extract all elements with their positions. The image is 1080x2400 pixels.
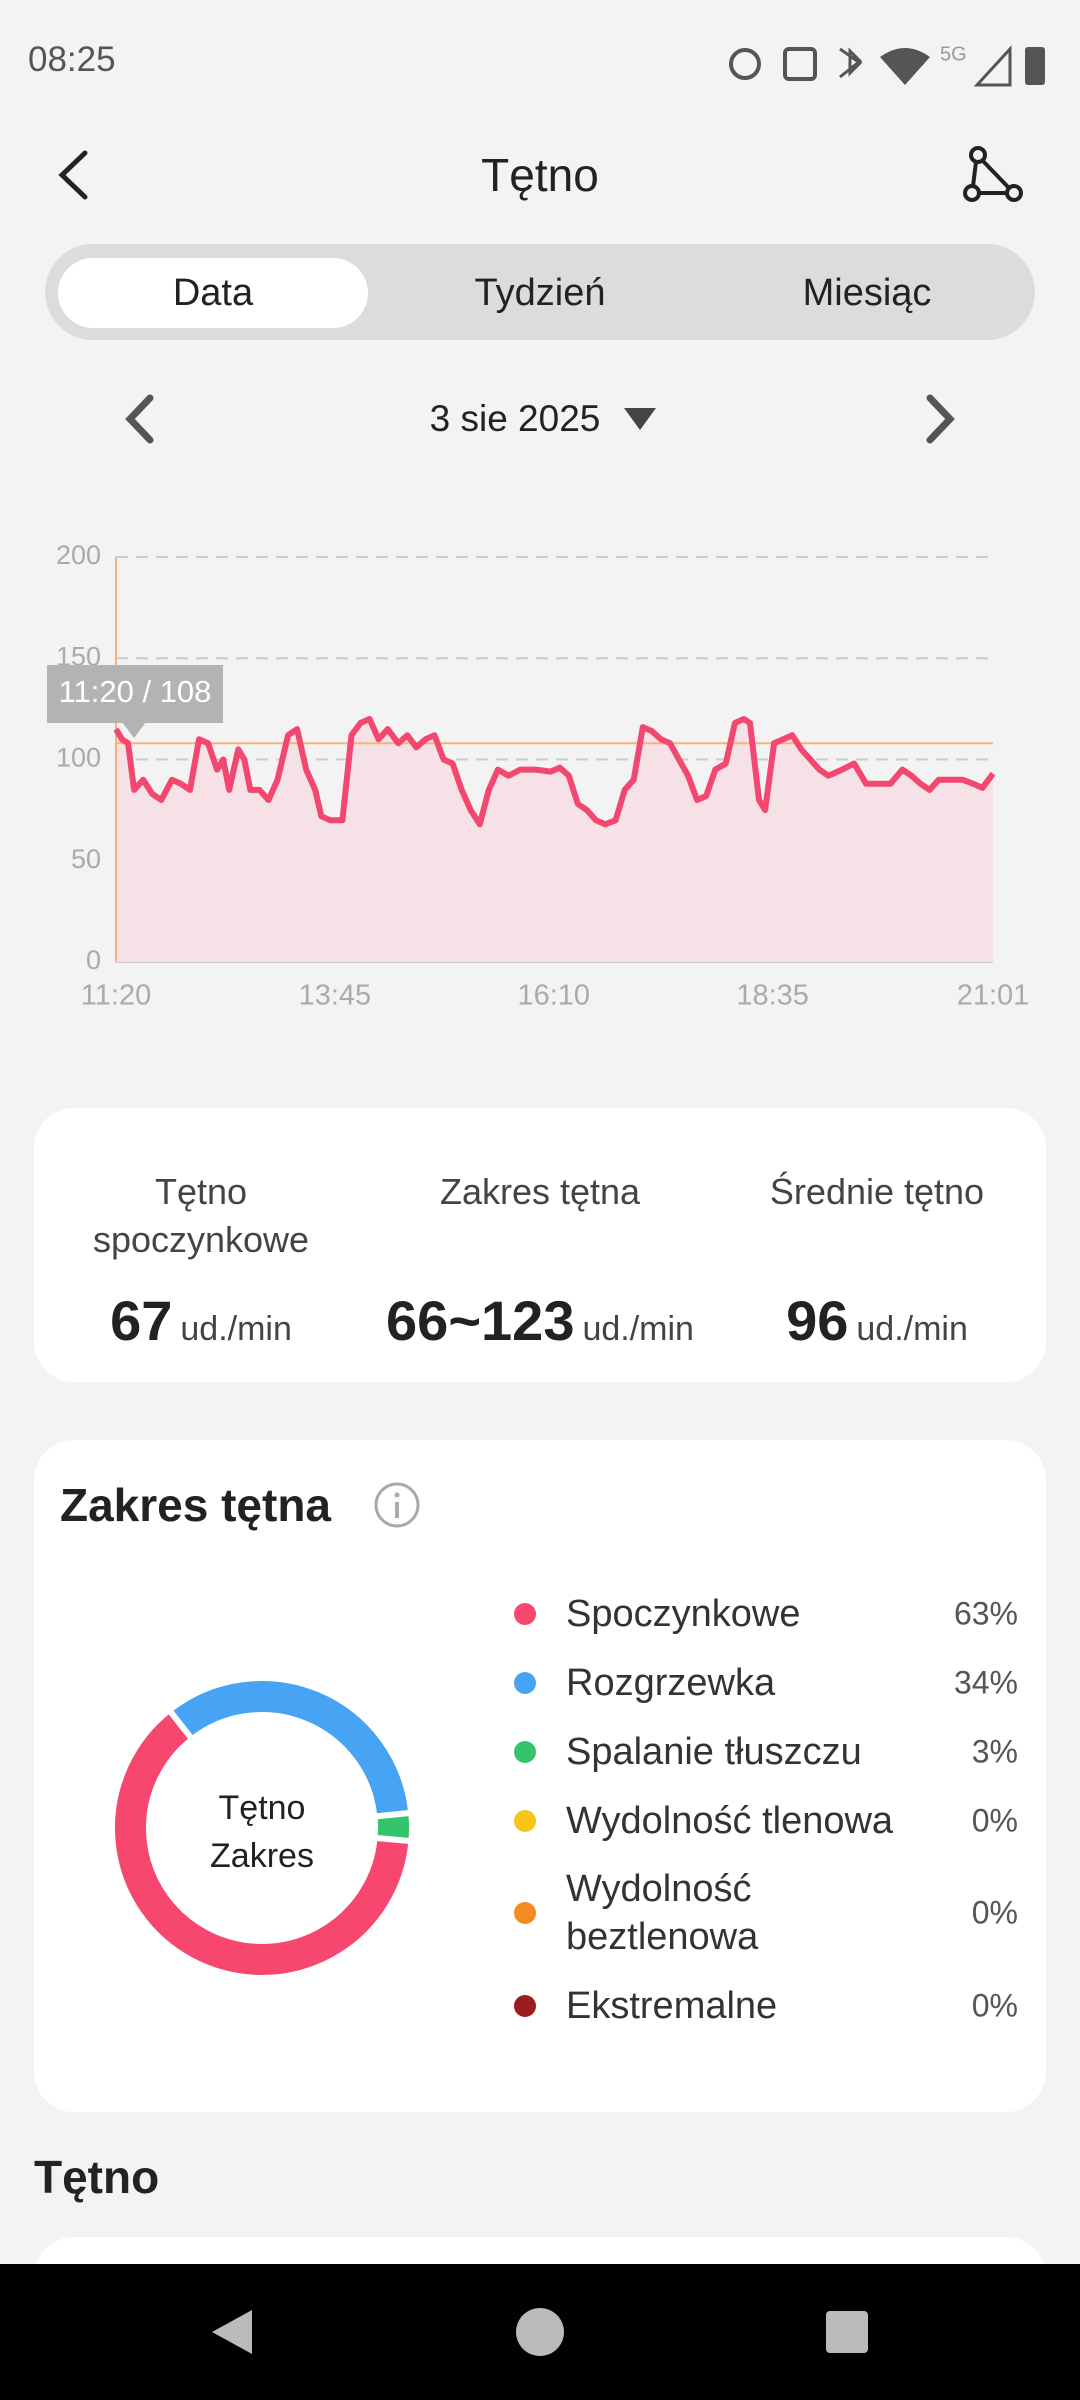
x-tick-label: 16:10	[517, 980, 590, 1012]
status-time: 08:25	[28, 40, 116, 79]
nav-home[interactable]	[516, 2308, 564, 2356]
tooltip-text: 11:20 / 108	[59, 674, 212, 709]
tab[interactable]: Miesiąc	[802, 272, 932, 314]
legend-dot	[514, 1603, 536, 1625]
stat-value: 66~123	[386, 1289, 575, 1352]
legend-label: Wydolność beztlenowa	[566, 1868, 759, 1958]
donut-segment	[371, 1809, 415, 1845]
section-title: Tętno	[34, 2151, 160, 2203]
stat-value: 67	[110, 1289, 173, 1352]
stat-unit: ud./min	[856, 1310, 968, 1348]
stat-label: Zakres tętna	[439, 1171, 641, 1212]
legend-label: Spoczynkowe	[566, 1593, 801, 1635]
zone-title: Zakres tętna	[60, 1479, 332, 1531]
legend-dot	[514, 1995, 536, 2017]
legend-value: 34%	[953, 1664, 1018, 1701]
legend-dot	[514, 1810, 536, 1832]
legend-value: 0%	[971, 1987, 1018, 2024]
stat-label: Średnie tętno	[769, 1171, 985, 1212]
legend-value: 3%	[971, 1733, 1018, 1770]
legend-value: 63%	[953, 1595, 1018, 1632]
nav-back[interactable]	[212, 2310, 252, 2354]
next-day[interactable]	[920, 392, 960, 446]
stat-unit: ud./min	[582, 1310, 694, 1348]
stat-label: Tętno spoczynkowe	[92, 1171, 310, 1260]
tab[interactable]: Data	[58, 258, 368, 328]
tooltip-pointer	[122, 722, 146, 738]
route-button[interactable]	[960, 145, 1026, 205]
legend-label: Rozgrzewka	[566, 1662, 776, 1704]
donut-center-label: Tętno Zakres	[210, 1789, 314, 1875]
nav-buttons	[212, 2308, 868, 2356]
y-tick-label: 0	[86, 945, 101, 975]
x-tick-label: 18:35	[736, 980, 809, 1012]
network-label: 5G	[940, 43, 967, 65]
tooltip-box	[47, 665, 223, 723]
date-label[interactable]: 3 sie 2025	[429, 398, 601, 439]
stat-value-row: 67 ud./min	[0, 1288, 421, 1353]
stats-card	[34, 1108, 1046, 1382]
back-button[interactable]	[50, 145, 100, 205]
y-tick-label: 200	[56, 540, 101, 570]
legend-value: 0%	[971, 1802, 1018, 1839]
y-tick-label: 100	[56, 743, 101, 773]
stat-value-row: 66~123 ud./min	[320, 1288, 760, 1353]
zone-donut	[109, 1675, 415, 1981]
stat-value-row: 96 ud./min	[657, 1288, 1080, 1353]
line	[113, 716, 996, 828]
x-tick-label: 11:20	[81, 980, 151, 1012]
prev-day[interactable]	[120, 392, 160, 446]
tab[interactable]: Tydzień	[474, 272, 606, 314]
x-tick-label: 21:01	[957, 980, 1030, 1012]
legend-label: Wydolność tlenowa	[566, 1800, 894, 1842]
area	[116, 719, 993, 962]
legend-label: Ekstremalne	[566, 1985, 778, 2027]
page-title: Tętno	[481, 149, 599, 201]
status-icons: 5G	[729, 43, 1045, 87]
legend-dot	[514, 1902, 536, 1924]
stat-unit: ud./min	[180, 1310, 292, 1348]
legend-value: 0%	[971, 1894, 1018, 1931]
stat-value: 96	[786, 1289, 849, 1352]
legend-dot	[514, 1672, 536, 1694]
nav-recents[interactable]	[826, 2311, 868, 2353]
info-icon[interactable]	[372, 1480, 422, 1530]
y-tick-label: 50	[71, 844, 101, 874]
zone-card	[34, 1440, 1046, 2112]
legend-label: Spalanie tłuszczu	[566, 1731, 862, 1773]
date-dropdown[interactable]	[622, 406, 658, 432]
x-tick-label: 13:45	[299, 980, 372, 1012]
donut-segment	[109, 1705, 415, 1981]
legend-dot	[514, 1741, 536, 1763]
